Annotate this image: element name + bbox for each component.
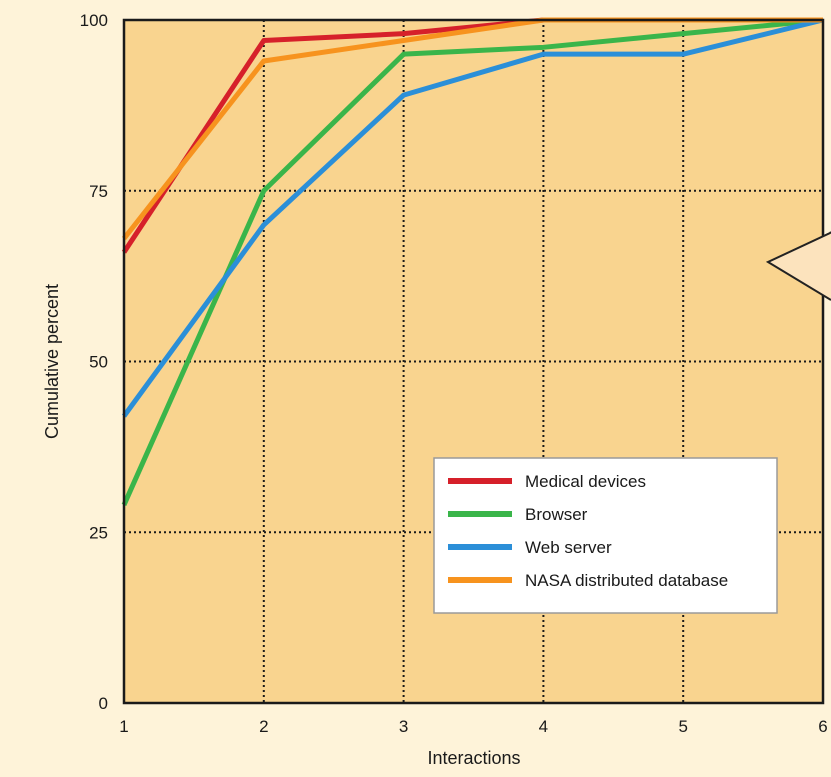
x-tick-label: 2: [259, 717, 268, 736]
legend-label: NASA distributed database: [525, 571, 728, 590]
x-tick-label: 6: [818, 717, 827, 736]
y-tick-label: 50: [89, 353, 108, 372]
x-tick-label: 5: [678, 717, 687, 736]
x-axis-title: Interactions: [427, 748, 520, 768]
legend-label: Browser: [525, 505, 588, 524]
x-tick-label: 3: [399, 717, 408, 736]
legend-box: [433, 457, 778, 614]
series-line-browser: [121, 17, 824, 506]
y-tick-label: 0: [99, 694, 108, 713]
legend-label: Medical devices: [525, 472, 646, 491]
series-line-web-server: [121, 17, 824, 418]
y-tick-label: 75: [89, 182, 108, 201]
legend-label: Web server: [525, 538, 612, 557]
y-tick-label: 25: [89, 523, 108, 542]
x-tick-label: 4: [539, 717, 548, 736]
plot-frame: [122, 18, 825, 705]
y-axis-title: Cumulative percent: [42, 284, 62, 439]
y-tick-label: 100: [80, 11, 108, 30]
x-tick-label: 1: [119, 717, 128, 736]
